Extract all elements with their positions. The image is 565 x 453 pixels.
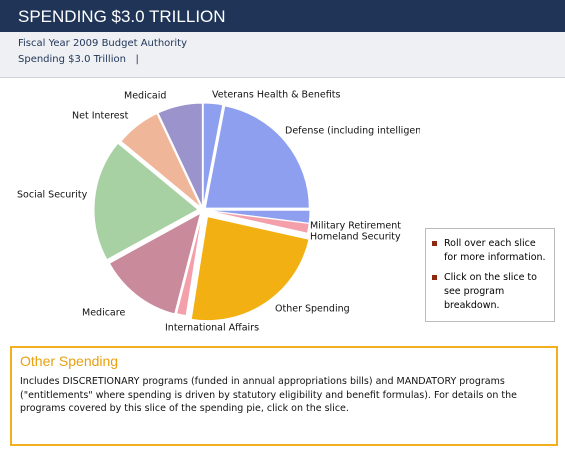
legend-item: Roll over each slice for more informatio… — [432, 237, 548, 265]
slice-label: Veterans Health & Benefits — [212, 90, 340, 101]
slice-label: Net Interest — [72, 111, 129, 122]
slice-label: Homeland Security — [310, 232, 401, 243]
breadcrumb[interactable]: Spending $3.0 Trillion — [18, 54, 126, 65]
legend-item: Click on the slice to see program breakd… — [432, 271, 548, 313]
pie-slice[interactable] — [120, 112, 202, 209]
slice-label: Medicaid — [124, 91, 166, 102]
info-text: Includes DISCRETIONARY programs (funded … — [20, 376, 517, 414]
info-box: Other Spending Includes DISCRETIONARY pr… — [10, 346, 558, 446]
info-title: Other Spending — [20, 353, 119, 369]
separator: | — [135, 54, 139, 65]
page-title: SPENDING $3.0 TRILLION — [0, 0, 565, 32]
pie-slice[interactable] — [205, 210, 310, 234]
slice-label: Other Spending — [275, 304, 350, 315]
legend: Roll over each slice for more informatio… — [425, 228, 555, 322]
pie-slice[interactable] — [204, 105, 310, 209]
slice-label: Medicare — [82, 308, 125, 319]
slice-label: Social Security — [17, 190, 88, 201]
slice-label: Military Retirement — [310, 221, 401, 232]
slice-label: Defense (including intelligence) — [285, 126, 420, 137]
pie-slice[interactable] — [202, 102, 224, 208]
pie-chart: Veterans Health & Benefits Defense (inclu… — [17, 90, 420, 334]
pie-slice[interactable] — [175, 212, 203, 317]
pie-slice[interactable] — [190, 216, 310, 322]
subtitle: Fiscal Year 2009 Budget Authority — [18, 38, 188, 49]
sub-header: Fiscal Year 2009 Budget Authority Spendi… — [0, 32, 565, 78]
pie-slice[interactable] — [108, 212, 202, 315]
pie-slice[interactable] — [93, 142, 199, 261]
pie-slice[interactable] — [157, 102, 203, 208]
breadcrumb-row: Spending $3.0 Trillion | — [18, 54, 547, 65]
slice-label: International Affairs — [165, 323, 259, 334]
